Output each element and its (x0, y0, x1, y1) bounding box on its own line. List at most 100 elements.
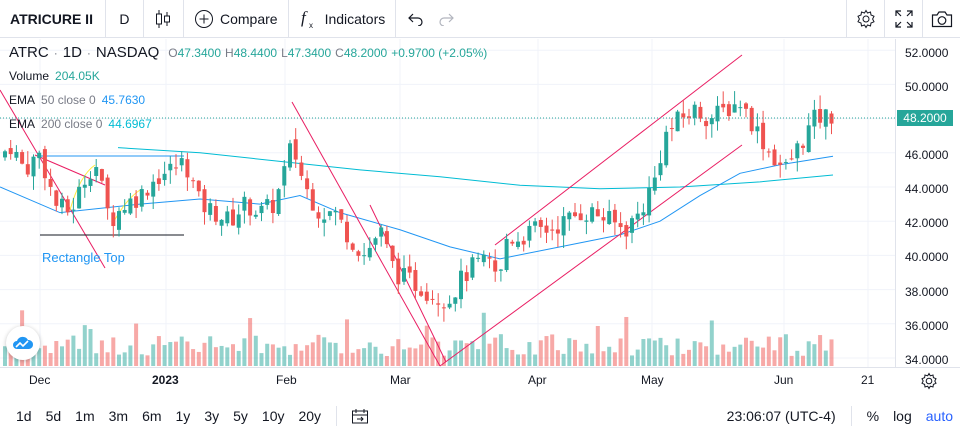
volume-bar (213, 347, 218, 366)
percent-toggle[interactable]: % (866, 407, 880, 424)
candle-body (88, 179, 93, 186)
candle-body (208, 203, 213, 215)
chart-type-button[interactable] (144, 0, 184, 38)
price-tick: 52.0000 (905, 46, 949, 60)
candle-body (801, 145, 805, 148)
range-6m[interactable]: 6m (142, 407, 162, 424)
volume-bar (681, 353, 686, 366)
volume-bar (647, 338, 652, 366)
axis-settings-icon[interactable] (920, 372, 938, 390)
volume-bar (373, 346, 378, 366)
volume-bar (122, 352, 127, 366)
price-tick: 44.0000 (905, 182, 949, 196)
clock[interactable]: 23:06:07 (UTC-4) (726, 407, 836, 424)
candle-body (174, 167, 178, 169)
range-1m[interactable]: 1m (75, 407, 95, 424)
ema-200-line (117, 147, 834, 190)
legend-ema50-row[interactable]: EMA 50 close 0 45.7630 (9, 93, 146, 107)
candlestick-icon (156, 9, 171, 28)
volume-bar (305, 345, 310, 366)
fullscreen-icon (894, 10, 913, 28)
legend-symbol[interactable]: ATRC (9, 44, 49, 61)
volume-bar (453, 340, 458, 366)
volume-bar (441, 355, 446, 366)
candle-body (749, 107, 754, 132)
range-1d[interactable]: 1d (16, 407, 32, 424)
volume-bar (396, 339, 401, 366)
screenshot-button[interactable] (922, 0, 960, 38)
volume-bar (185, 341, 190, 366)
range-5d[interactable]: 5d (45, 407, 62, 424)
candle-body (259, 205, 264, 214)
volume-bar (692, 341, 697, 366)
auto-toggle[interactable]: auto (925, 407, 953, 424)
range-1y[interactable]: 1y (175, 407, 191, 424)
candle-body (105, 177, 110, 209)
svg-text:f: f (301, 8, 308, 27)
rectangle-top-label[interactable]: Rectangle Top (42, 250, 125, 265)
candle-body (134, 196, 139, 208)
volume-bar (715, 354, 720, 366)
volume-bar (242, 338, 247, 366)
volume-bar (316, 334, 321, 366)
candle-body (721, 103, 726, 108)
volume-bar (766, 336, 771, 366)
candle-body (305, 178, 310, 190)
candle-body (54, 190, 59, 206)
volume-bar (795, 350, 800, 366)
redo-icon[interactable] (438, 12, 455, 26)
price-tick: 34.0000 (905, 353, 949, 367)
volume-bar (527, 342, 532, 366)
log-toggle[interactable]: log (893, 407, 912, 424)
undo-icon[interactable] (408, 12, 424, 26)
candle-body (618, 223, 623, 228)
candle-body (715, 105, 720, 122)
range-5y[interactable]: 5y (233, 407, 248, 424)
candle-body (362, 255, 367, 257)
legend-separator: · (53, 46, 58, 60)
volume-bar (704, 346, 709, 366)
camera-icon (931, 11, 952, 28)
settings-button[interactable] (846, 0, 884, 38)
candle-body (612, 209, 617, 223)
range-3y[interactable]: 3y (204, 407, 220, 424)
candle-body (704, 121, 709, 127)
volume-bar (464, 343, 469, 366)
candle-body (3, 151, 7, 158)
date-range-icon[interactable] (351, 408, 369, 424)
volume-bar (806, 341, 811, 366)
interval-button[interactable]: D (106, 0, 144, 38)
candle-body (288, 143, 292, 168)
candle-body (789, 158, 794, 160)
candle-body (373, 238, 378, 245)
high-value: 48.4400 (233, 46, 278, 60)
symbol-search-button[interactable]: ATRICURE II (0, 0, 106, 38)
legend-volume-row[interactable]: Volume 204.05K (9, 69, 100, 83)
range-20y[interactable]: 20y (298, 407, 322, 424)
volume-bar (105, 352, 110, 366)
indicators-button[interactable]: f x Indicators (289, 0, 397, 38)
candle-body (744, 103, 748, 109)
volume-bar (333, 342, 338, 366)
candle-body (647, 187, 652, 216)
candle-body (293, 139, 298, 160)
volume-bar (3, 346, 7, 366)
fullscreen-button[interactable] (884, 0, 922, 38)
volume-bar (322, 337, 327, 366)
tradingview-logo[interactable] (6, 326, 40, 360)
candle-body (339, 209, 344, 220)
legend-ema200-row[interactable]: EMA 200 close 0 44.6967 (9, 117, 152, 131)
candle-body (242, 196, 247, 211)
time-label: 21 (861, 373, 875, 387)
range-10y[interactable]: 10y (261, 407, 285, 424)
candle-body (578, 213, 583, 221)
candle-body (772, 149, 777, 166)
price-chart[interactable] (0, 39, 960, 367)
volume-bar (538, 340, 543, 366)
candle-body (726, 104, 731, 117)
compare-button[interactable]: Compare (184, 0, 289, 38)
candle-body (20, 152, 25, 164)
trend-line (0, 89, 106, 269)
candle-body (778, 162, 783, 165)
range-3m[interactable]: 3m (108, 407, 129, 424)
